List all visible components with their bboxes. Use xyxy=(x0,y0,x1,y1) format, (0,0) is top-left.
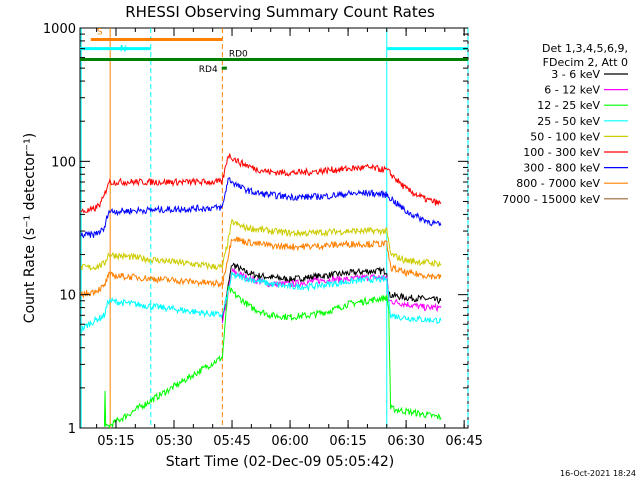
series-line xyxy=(80,153,442,214)
legend-header: Det 1,3,4,5,6,9, xyxy=(542,42,628,55)
x-tick-label: 05:15 xyxy=(97,434,134,449)
legend-entry-label: 100 - 300 keV xyxy=(523,146,600,159)
y-tick-label: 1000 xyxy=(43,22,76,37)
y-axis-label: Count Rate (s⁻¹ detector⁻¹) xyxy=(22,133,38,323)
x-tick-label: 06:00 xyxy=(271,434,308,449)
state-bar-label: S xyxy=(97,27,103,37)
axes: 05:15 05:30 05:45 06:00 06:15 06:30 06:45 1 10 10… xyxy=(43,22,483,449)
series-line xyxy=(80,177,442,239)
legend-entry-label: 3 - 6 keV xyxy=(551,68,600,81)
x-tick-label: 05:45 xyxy=(213,434,250,449)
series-line xyxy=(221,262,442,323)
state-bar-label: RD4 xyxy=(199,65,218,75)
state-bar-label: RD0 xyxy=(229,50,248,60)
plot-area: S N RD0 RD4 xyxy=(80,27,469,430)
legend: Det 1,3,4,5,6,9,FDecim 2, Att 03 - 6 keV… xyxy=(502,42,628,206)
series-line xyxy=(80,218,442,272)
x-axis-label: Start Time (02-Dec-09 05:05:42) xyxy=(166,454,394,470)
legend-entry-label: 300 - 800 keV xyxy=(523,162,600,175)
state-bar-label: N xyxy=(120,45,127,55)
series-line xyxy=(80,271,442,333)
legend-entry-label: 800 - 7000 keV xyxy=(516,177,600,190)
y-tick-label: 10 xyxy=(59,289,76,304)
legend-entry-label: 25 - 50 keV xyxy=(537,115,600,128)
chart-title: RHESSI Observing Summary Count Rates xyxy=(125,3,435,21)
x-tick-label: 06:45 xyxy=(445,434,482,449)
x-tick-label: 06:30 xyxy=(387,434,424,449)
plot-frame xyxy=(79,27,469,429)
y-tick-label: 100 xyxy=(51,155,76,170)
legend-entry-label: 12 - 25 keV xyxy=(537,99,600,112)
legend-entry-label: 50 - 100 keV xyxy=(530,130,600,143)
legend-entry-label: 7000 - 15000 keV xyxy=(502,193,600,206)
legend-header: FDecim 2, Att 0 xyxy=(543,56,628,69)
footer-timestamp: 16-Oct-2021 18:24 xyxy=(560,469,636,478)
y-tick-label: 1 xyxy=(68,422,76,437)
x-tick-label: 06:15 xyxy=(329,434,366,449)
series-line xyxy=(80,235,442,299)
series-line xyxy=(103,285,442,430)
legend-entry-label: 6 - 12 keV xyxy=(544,84,600,97)
x-tick-label: 05:30 xyxy=(155,434,192,449)
